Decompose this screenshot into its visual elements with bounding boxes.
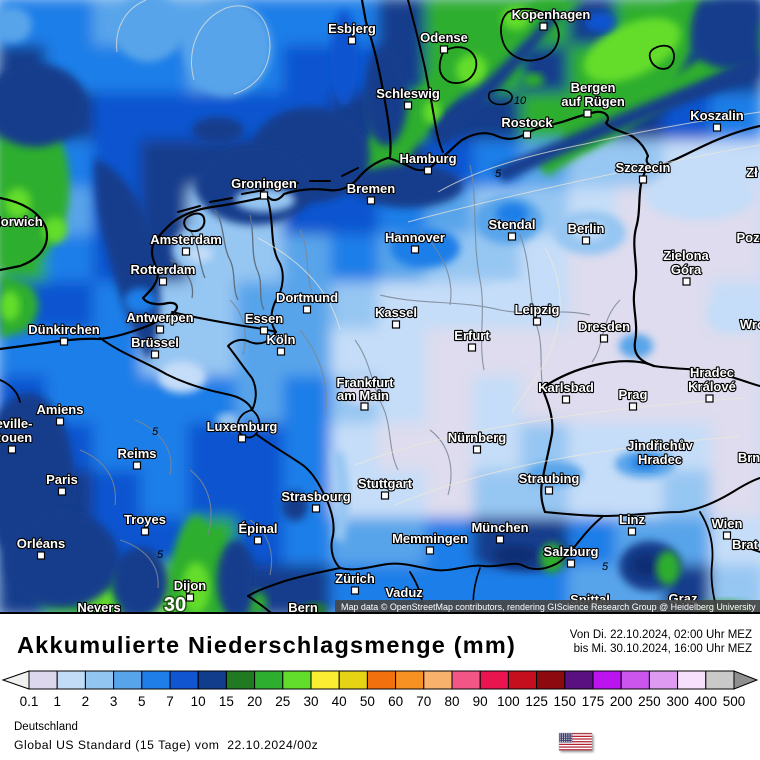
- svg-text:5: 5: [602, 561, 609, 573]
- svg-text:80: 80: [444, 694, 459, 709]
- svg-text:Bergen: Bergen: [571, 80, 616, 95]
- svg-text:Nevers: Nevers: [77, 600, 120, 614]
- svg-text:10: 10: [191, 694, 206, 709]
- svg-text:Wroc: Wroc: [740, 317, 760, 332]
- svg-text:Paris: Paris: [46, 472, 78, 487]
- svg-text:25: 25: [275, 694, 290, 709]
- svg-text:am Main: am Main: [337, 388, 389, 403]
- svg-text:Frankfurt: Frankfurt: [336, 375, 394, 390]
- svg-text:Pozn: Pozn: [736, 230, 760, 245]
- svg-text:Troyes: Troyes: [124, 512, 166, 527]
- svg-text:Essen: Essen: [245, 311, 283, 326]
- svg-text:5: 5: [138, 694, 146, 709]
- svg-text:250: 250: [638, 694, 661, 709]
- svg-text:50: 50: [360, 694, 375, 709]
- svg-text:400: 400: [695, 694, 718, 709]
- svg-text:Bern: Bern: [288, 600, 318, 614]
- svg-text:40: 40: [332, 694, 347, 709]
- svg-text:Antwerpen: Antwerpen: [126, 310, 193, 325]
- svg-text:Brno: Brno: [738, 450, 760, 465]
- svg-text:Kassel: Kassel: [375, 305, 417, 320]
- svg-text:Linz: Linz: [619, 512, 645, 527]
- svg-text:Stuttgart: Stuttgart: [358, 476, 413, 491]
- svg-text:Koszalin: Koszalin: [690, 108, 744, 123]
- svg-text:Hradec: Hradec: [638, 452, 682, 467]
- svg-text:Salzburg: Salzburg: [544, 544, 599, 559]
- svg-text:1: 1: [53, 694, 61, 709]
- svg-text:Zł: Zł: [746, 165, 758, 180]
- svg-text:70: 70: [416, 694, 431, 709]
- svg-text:175: 175: [582, 694, 605, 709]
- svg-text:30: 30: [303, 694, 318, 709]
- svg-text:Orléans: Orléans: [17, 536, 65, 551]
- svg-text:Dijon: Dijon: [174, 578, 207, 593]
- svg-text:Luxemburg: Luxemburg: [207, 419, 278, 434]
- svg-text:3: 3: [110, 694, 118, 709]
- svg-text:7: 7: [166, 694, 174, 709]
- svg-text:Králové: Králové: [688, 379, 736, 394]
- svg-text:Dresden: Dresden: [578, 319, 630, 334]
- svg-text:Memmingen: Memmingen: [392, 531, 468, 546]
- svg-text:90: 90: [473, 694, 488, 709]
- svg-text:20: 20: [247, 694, 262, 709]
- svg-text:Wien: Wien: [712, 516, 743, 531]
- svg-text:München: München: [471, 520, 528, 535]
- svg-text:0.1: 0.1: [20, 694, 39, 709]
- svg-text:2: 2: [82, 694, 90, 709]
- svg-text:5: 5: [157, 549, 164, 561]
- svg-text:150: 150: [554, 694, 577, 709]
- svg-text:Góra: Góra: [671, 262, 702, 277]
- svg-text:125: 125: [525, 694, 548, 709]
- svg-text:auf Rügen: auf Rügen: [561, 94, 625, 109]
- svg-text:Vaduz: Vaduz: [385, 585, 423, 600]
- svg-text:15: 15: [219, 694, 234, 709]
- svg-text:Zürich: Zürich: [335, 571, 375, 586]
- svg-text:Hradec: Hradec: [690, 365, 734, 380]
- svg-text:5: 5: [152, 426, 159, 438]
- svg-text:Berlin: Berlin: [568, 221, 605, 236]
- svg-text:Brüssel: Brüssel: [131, 335, 179, 350]
- svg-text:Schleswig: Schleswig: [376, 86, 440, 101]
- svg-text:Norwich: Norwich: [0, 214, 43, 229]
- svg-text:Esbjerg: Esbjerg: [328, 21, 376, 36]
- svg-text:Nürnberg: Nürnberg: [448, 430, 507, 445]
- svg-text:100: 100: [497, 694, 520, 709]
- svg-text:Jindřichův: Jindřichův: [627, 438, 694, 453]
- svg-text:300: 300: [666, 694, 689, 709]
- svg-text:Dortmund: Dortmund: [276, 290, 338, 305]
- svg-text:Hannover: Hannover: [385, 230, 445, 245]
- svg-text:Leipzig: Leipzig: [515, 302, 560, 317]
- svg-text:Groningen: Groningen: [231, 176, 297, 191]
- svg-text:Bremen: Bremen: [347, 181, 395, 196]
- svg-text:Reims: Reims: [117, 446, 156, 461]
- svg-text:Rostock: Rostock: [501, 115, 553, 130]
- svg-text:Prag: Prag: [619, 387, 648, 402]
- svg-text:Amsterdam: Amsterdam: [150, 232, 222, 247]
- svg-text:Straubing: Straubing: [519, 471, 580, 486]
- svg-text:Strasbourg: Strasbourg: [281, 489, 350, 504]
- svg-text:Kopenhagen: Kopenhagen: [512, 7, 591, 22]
- svg-text:Szczecin: Szczecin: [616, 160, 671, 175]
- svg-text:Épinal: Épinal: [238, 521, 277, 536]
- svg-text:Amiens: Amiens: [37, 402, 84, 417]
- svg-text:30: 30: [164, 594, 186, 614]
- svg-text:Map data © OpenStreetMap contr: Map data © OpenStreetMap contributors, r…: [341, 602, 756, 612]
- svg-text:Brat: Brat: [732, 537, 759, 552]
- svg-text:Dünkirchen: Dünkirchen: [28, 322, 100, 337]
- svg-text:60: 60: [388, 694, 403, 709]
- svg-text:Rouen: Rouen: [0, 430, 32, 445]
- svg-text:Köln: Köln: [267, 332, 296, 347]
- svg-text:Rotterdam: Rotterdam: [130, 262, 195, 277]
- svg-text:Zielona: Zielona: [663, 248, 709, 263]
- svg-text:Hamburg: Hamburg: [399, 151, 456, 166]
- svg-text:500: 500: [723, 694, 746, 709]
- svg-text:Karlsbad: Karlsbad: [538, 380, 594, 395]
- svg-text:10: 10: [514, 95, 527, 107]
- svg-text:eville-: eville-: [0, 416, 32, 431]
- svg-text:5: 5: [495, 168, 502, 180]
- svg-text:200: 200: [610, 694, 633, 709]
- svg-text:Stendal: Stendal: [489, 217, 536, 232]
- svg-text:Erfurt: Erfurt: [454, 328, 490, 343]
- svg-text:Odense: Odense: [420, 30, 468, 45]
